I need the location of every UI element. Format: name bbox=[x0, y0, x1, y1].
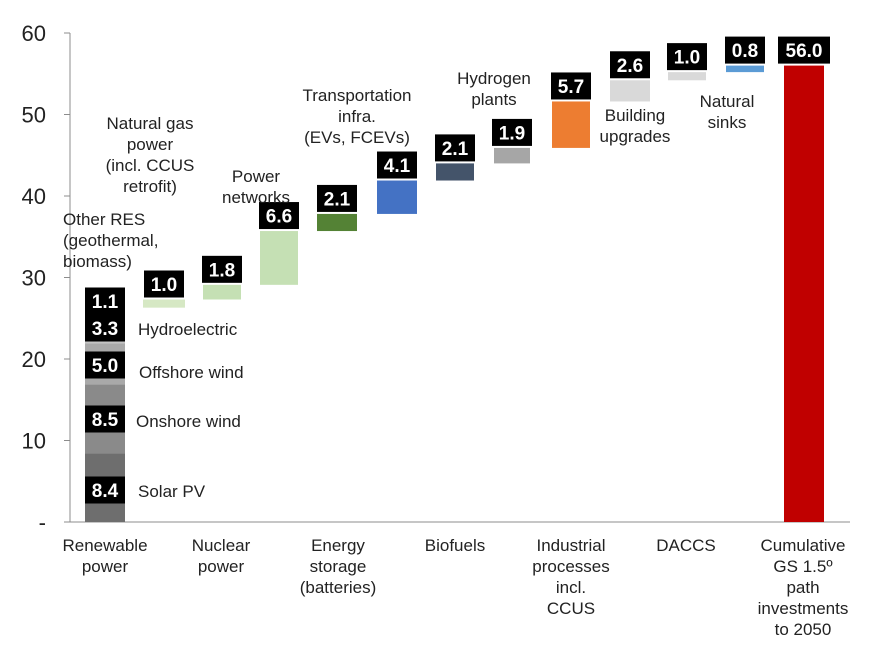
segment-name-other-res: Other RES (geothermal, biomass) bbox=[63, 210, 158, 271]
x-category-label-biofuels: Biofuels bbox=[425, 536, 485, 555]
y-tick-label: 50 bbox=[22, 103, 46, 128]
bar-natural-sinks bbox=[726, 65, 764, 73]
value-label-industrial-processes: 5.7 bbox=[558, 77, 584, 98]
segment-name-building-upgrades: Building upgrades bbox=[600, 106, 671, 146]
value-label-transportation-infra: 4.1 bbox=[384, 156, 411, 177]
value-label-box-hydroelectric bbox=[85, 314, 125, 342]
value-label-solar-pv: 8.4 bbox=[92, 481, 119, 502]
bar-energy-storage bbox=[317, 213, 357, 232]
value-label-box-biofuels bbox=[435, 134, 475, 162]
value-label-box-power-networks bbox=[259, 202, 299, 230]
value-label-cumulative: 56.0 bbox=[786, 41, 823, 62]
axis-layer: - 10 20 30 40 50 60 bbox=[22, 21, 850, 535]
bars-layer bbox=[85, 65, 824, 522]
value-label-biofuels: 2.1 bbox=[442, 139, 469, 160]
value-label-energy-storage: 2.1 bbox=[324, 189, 351, 210]
x-category-label-cumulative: Cumulative GS 1.5º path investments to 2050 bbox=[758, 536, 849, 639]
value-label-box-building-upgrades bbox=[610, 51, 650, 79]
value-label-box-daccs bbox=[667, 43, 707, 71]
segment-name-onshore-wind: Onshore wind bbox=[136, 412, 241, 431]
bar-natural-gas-power bbox=[143, 299, 185, 308]
segment-name-offshore-wind: Offshore wind bbox=[139, 363, 244, 382]
segment-name-power-networks: Power networks bbox=[222, 167, 290, 207]
segment-name-natural-sinks: Natural sinks bbox=[700, 92, 755, 132]
value-label-daccs: 1.0 bbox=[674, 48, 700, 69]
value-label-box-industrial-processes bbox=[551, 72, 591, 100]
name-label-layer: Solar PV Onshore wind Offshore wind Hydroel… bbox=[63, 69, 754, 501]
segment-name-transportation-infra: Transportation infra. (EVs, FCEVs) bbox=[303, 86, 412, 147]
y-tick-label: 10 bbox=[22, 429, 46, 454]
value-label-hydrogen-plants: 1.9 bbox=[499, 123, 525, 144]
value-label-box-transportation-infra bbox=[377, 151, 417, 179]
value-label-layer: 8.4 8.5 5.0 3.3 1.1 1.0 1.8 6.6 2.1 4.1 2.1 1.9 5.7 2… bbox=[85, 36, 830, 504]
bar-cumulative bbox=[784, 65, 824, 522]
x-axis-labels: Renewable power Nuclear power Energy storage(… bbox=[62, 536, 848, 639]
bar-biofuels bbox=[436, 163, 474, 181]
value-label-nuclear-power: 1.8 bbox=[209, 260, 235, 281]
x-category-label-storage: Energy storage (batteries) bbox=[300, 536, 377, 597]
bar-power-networks bbox=[260, 231, 298, 285]
y-tick-label: 40 bbox=[22, 184, 46, 209]
x-category-label-nuclear: Nuclear power bbox=[192, 536, 251, 576]
y-tick-label: 60 bbox=[22, 21, 46, 46]
value-label-box-natural-gas-power bbox=[144, 270, 184, 298]
value-label-hydroelectric: 3.3 bbox=[92, 319, 118, 340]
value-label-box-offshore-wind bbox=[85, 351, 125, 379]
value-label-box-onshore-wind bbox=[85, 405, 125, 433]
y-tick-label: 30 bbox=[22, 266, 46, 291]
x-category-label-renewable: Renewable power bbox=[62, 536, 147, 576]
segment-name-solar-pv: Solar PV bbox=[138, 482, 206, 501]
value-label-box-solar-pv bbox=[85, 476, 125, 504]
value-label-building-upgrades: 2.6 bbox=[617, 56, 643, 77]
value-label-box-cumulative bbox=[778, 36, 830, 64]
bar-building-upgrades bbox=[610, 80, 650, 102]
bar-industrial-processes bbox=[552, 101, 590, 148]
value-label-power-networks: 6.6 bbox=[266, 207, 292, 228]
segment-name-hydroelectric: Hydroelectric bbox=[138, 320, 238, 339]
segment-name-hydrogen-plants: Hydrogen plants bbox=[457, 69, 531, 109]
value-label-box-hydrogen-plants bbox=[492, 118, 532, 146]
y-tick-label: 20 bbox=[22, 347, 46, 372]
value-label-offshore-wind: 5.0 bbox=[92, 356, 118, 377]
value-label-box-natural-sinks bbox=[725, 36, 765, 64]
bar-nuclear-power bbox=[203, 284, 241, 300]
x-category-label-industrial: Industrial processes incl. CCUS bbox=[532, 536, 609, 618]
bar-transportation-infra bbox=[377, 180, 417, 214]
value-label-onshore-wind: 8.5 bbox=[92, 410, 119, 431]
x-category-label-daccs: DACCS bbox=[656, 536, 716, 555]
segment-name-natural-gas-power: Natural gas power (incl. CCUS retrofit) bbox=[106, 114, 195, 196]
value-label-natural-sinks: 0.8 bbox=[732, 41, 758, 62]
value-label-other-res: 1.1 bbox=[92, 292, 119, 313]
bar-daccs bbox=[668, 72, 706, 81]
value-label-box-nuclear-power bbox=[202, 255, 242, 283]
value-label-natural-gas-power: 1.0 bbox=[151, 275, 177, 296]
y-tick-label: - bbox=[39, 510, 46, 535]
bar-hydrogen-plants bbox=[494, 147, 530, 164]
value-label-box-other-res bbox=[85, 287, 125, 315]
value-label-box-energy-storage bbox=[317, 184, 357, 212]
